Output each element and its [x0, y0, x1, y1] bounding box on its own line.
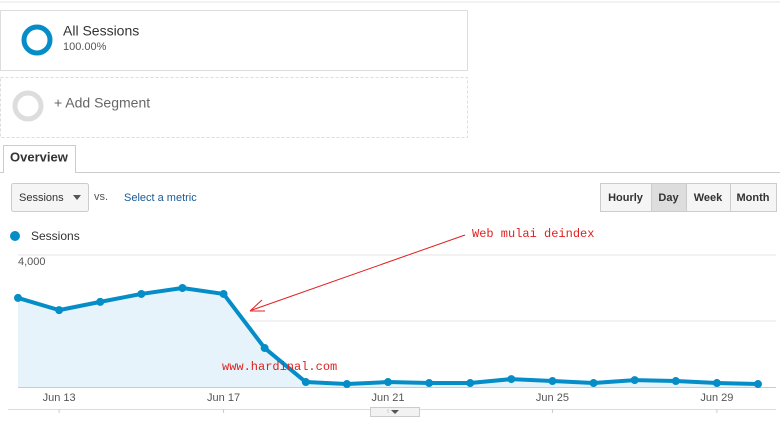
segment-name: All Sessions	[63, 23, 139, 39]
y-tick-label: 4,000	[18, 256, 46, 268]
point	[14, 293, 22, 302]
dropdown-arrow	[73, 195, 81, 200]
x-tick-label: Jun 13	[43, 392, 76, 404]
x-tick-label: Jun 17	[207, 392, 240, 404]
tab-label: Overview	[10, 149, 69, 164]
segment-icon	[21, 24, 53, 56]
point	[96, 297, 105, 306]
legend-label: Sessions	[31, 229, 80, 243]
point	[219, 289, 228, 298]
time-button-label: Week	[694, 192, 723, 204]
tab[interactable]	[3, 145, 76, 173]
point	[301, 378, 310, 387]
scroll-arrow	[391, 410, 399, 414]
point	[137, 289, 146, 298]
point	[630, 376, 639, 385]
segment-share: 100.00%	[63, 41, 107, 53]
time-button-label: Hourly	[608, 192, 644, 204]
add-segment-icon	[12, 90, 44, 122]
point	[507, 375, 516, 384]
point	[342, 380, 351, 389]
annotation-arrow	[251, 234, 466, 311]
tab-cover	[4, 170, 75, 174]
point	[589, 379, 598, 388]
point	[548, 377, 557, 386]
metric-dropdown[interactable]	[11, 183, 89, 212]
legend-swatch	[10, 231, 20, 241]
segment-card[interactable]	[0, 10, 468, 71]
select-metric[interactable]: Select a metric	[124, 192, 197, 204]
x-tick-label: Jun 21	[371, 392, 404, 404]
annotation: Web mulai deindex	[472, 227, 594, 241]
point	[178, 284, 187, 292]
add-segment-card[interactable]	[0, 77, 468, 138]
point	[425, 379, 434, 388]
time-button-label: Day	[658, 192, 679, 204]
annotation-arrowhead	[249, 299, 265, 312]
time-button-label: Month	[737, 192, 770, 204]
point	[712, 379, 721, 388]
x-tick-label: Jun 25	[536, 392, 569, 404]
point	[466, 379, 475, 388]
point	[754, 380, 762, 389]
watermark: www.hardinal.com	[222, 360, 337, 374]
point	[55, 306, 64, 315]
area	[18, 288, 758, 387]
point	[384, 378, 392, 387]
time-button[interactable]	[730, 183, 777, 212]
time-button[interactable]	[651, 183, 687, 212]
point	[671, 377, 680, 386]
add-segment[interactable]: + Add Segment	[54, 95, 150, 111]
vs-label: vs.	[94, 191, 108, 203]
metric-dropdown-label: Sessions	[19, 192, 64, 204]
point	[260, 344, 269, 353]
x-tick-label: Jun 29	[700, 392, 733, 404]
